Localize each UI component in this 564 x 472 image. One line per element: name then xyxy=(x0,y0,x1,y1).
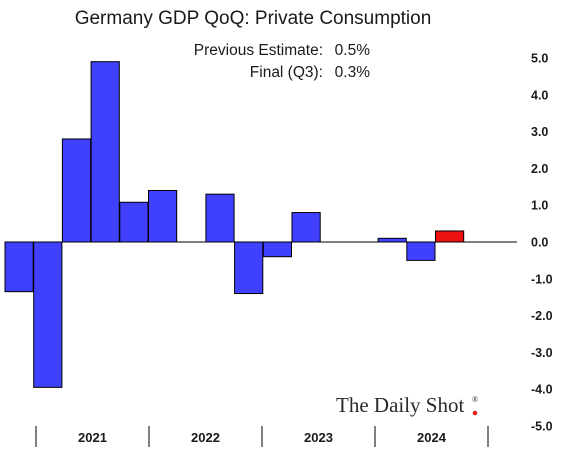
final-q3-value: 0.3% xyxy=(335,64,371,81)
bar-2024-q1 xyxy=(377,237,407,243)
registered-mark: ® xyxy=(472,395,478,404)
x-year-label: 2021 xyxy=(78,430,107,445)
bar-2024-q3 xyxy=(435,230,465,243)
x-axis: 2021 2022 2023 2024 xyxy=(35,426,489,447)
y-tick-label: -3.0 xyxy=(531,346,553,360)
y-tick-label: 0.0 xyxy=(531,236,548,250)
bar-2021-q1 xyxy=(33,241,63,388)
bar-2023-q2 xyxy=(291,212,321,243)
chart-title: Germany GDP QoQ: Private Consumption xyxy=(75,8,432,29)
daily-shot-logo: The Daily Shot xyxy=(336,393,464,417)
y-tick-label: 3.0 xyxy=(531,125,548,139)
y-tick-label: 1.0 xyxy=(531,199,548,213)
daily-shot-watermark: The Daily Shot ® xyxy=(336,393,478,417)
y-tick-label: -2.0 xyxy=(531,309,553,323)
bar-2023-q1 xyxy=(262,241,292,258)
final-q3-label: Final (Q3): xyxy=(250,64,323,81)
bar-2022-q3 xyxy=(205,193,235,243)
bar-2022-q1 xyxy=(148,189,178,243)
bar-2021-q3 xyxy=(90,61,120,243)
bar-series xyxy=(4,61,517,388)
logo-dot xyxy=(472,410,478,416)
x-year-label: 2022 xyxy=(191,430,220,445)
y-axis: 5.0 4.0 3.0 2.0 1.0 0.0 -1.0 -2.0 -3.0 -4.0 -5.0 xyxy=(531,52,553,434)
y-tick-label: -5.0 xyxy=(531,420,553,434)
bar-2021-q2 xyxy=(61,138,92,243)
bar-2021-q4 xyxy=(119,201,149,243)
y-tick-label: 2.0 xyxy=(531,162,548,176)
x-year-label: 2024 xyxy=(417,430,447,445)
y-tick-label: -4.0 xyxy=(531,383,553,397)
previous-estimate-label: Previous Estimate: xyxy=(194,42,323,59)
bar-2024-q2 xyxy=(406,241,436,261)
previous-estimate-value: 0.5% xyxy=(335,42,371,59)
bar-2022-q4 xyxy=(234,241,264,295)
y-tick-label: 4.0 xyxy=(531,88,548,102)
y-tick-label: -1.0 xyxy=(531,272,553,286)
x-year-label: 2023 xyxy=(304,430,333,445)
y-tick-label: 5.0 xyxy=(531,52,548,66)
bar-2020-q4 xyxy=(4,241,34,293)
